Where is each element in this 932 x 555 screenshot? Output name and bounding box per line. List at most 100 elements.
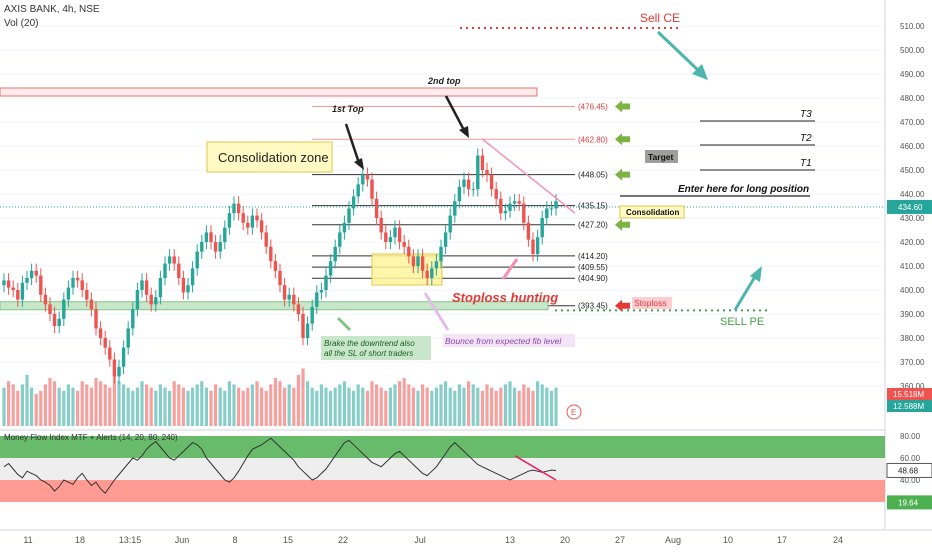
consolidation-zone-label: Consolidation zone <box>218 150 329 165</box>
volume-bar <box>444 381 448 426</box>
candle-body <box>379 218 383 233</box>
candle-body <box>278 270 282 286</box>
bounce-label: Bounce from expected fib level <box>445 336 562 346</box>
sell-pe-label: SELL PE <box>720 316 764 328</box>
volume-bar <box>108 387 112 426</box>
time-axis-label: 10 <box>723 535 733 545</box>
target-line-label: T1 <box>800 158 812 169</box>
volume-bar <box>379 387 383 426</box>
price-tick-label: 500.00 <box>900 46 925 55</box>
candle-body <box>535 237 540 254</box>
candle-body <box>236 203 241 214</box>
volume-bar <box>375 384 379 426</box>
time-axis-label: 13:15 <box>119 535 142 545</box>
mfi-value-badge <box>886 462 932 478</box>
mfi-upper-zone <box>0 436 885 458</box>
volume-bar <box>384 390 388 426</box>
candle-body <box>163 263 167 278</box>
time-axis-label: Jul <box>414 535 426 545</box>
candle-body <box>342 222 347 233</box>
candle-body <box>549 208 554 210</box>
volume-bar <box>411 387 415 426</box>
candle-body <box>232 203 236 214</box>
mfi-lower-zone <box>0 480 885 502</box>
candle-body <box>301 314 305 338</box>
candle-body <box>310 306 314 324</box>
volume-bar <box>214 384 218 426</box>
volume-bar <box>329 390 333 426</box>
volume-bar <box>352 390 356 426</box>
volume-bar <box>494 390 498 426</box>
volume-bar <box>11 384 15 426</box>
candle-body <box>287 294 291 300</box>
candle-body <box>39 275 43 295</box>
candle-body <box>126 328 130 348</box>
enter-long-label: Enter here for long position <box>678 184 809 195</box>
candle-body <box>393 227 397 238</box>
price-tick-label: 420.00 <box>900 238 925 247</box>
candle-body <box>347 208 351 223</box>
candle-body <box>98 328 103 338</box>
time-axis-label: 27 <box>615 535 625 545</box>
level-label: (462.80) <box>578 135 608 144</box>
volume-bar <box>103 384 107 426</box>
time-axis-label: 24 <box>833 535 843 545</box>
chart-title: AXIS BANK, 4h, NSE <box>4 4 100 15</box>
volume-bar <box>453 390 457 426</box>
candle-body <box>494 189 498 199</box>
mfi-scale-tick: 40.00 <box>900 476 921 485</box>
candle-body <box>112 359 117 377</box>
stoploss-tag-label: Stoploss <box>634 298 667 308</box>
candle-body <box>439 246 443 262</box>
stoploss-tag-box <box>632 297 672 309</box>
volume-bar <box>536 381 540 426</box>
candle-body <box>218 242 222 252</box>
trendline <box>481 138 576 214</box>
mfi-indicator-label: Money Flow Index MTF + Alerts (14, 20, 8… <box>4 433 178 442</box>
candle-body <box>103 338 107 348</box>
mfi-secondary-label: 19.64 <box>898 498 919 507</box>
volume-bar <box>34 394 38 426</box>
volume-bar <box>126 387 130 426</box>
level-label: (393.45) <box>578 302 608 311</box>
candle-body <box>319 290 324 293</box>
volume-bar <box>117 381 121 426</box>
candle-body <box>172 256 176 264</box>
volume-bar <box>338 384 342 426</box>
price-tick-label: 480.00 <box>900 94 925 103</box>
breakdown-label-box <box>321 336 431 360</box>
candle-body <box>250 215 255 228</box>
volume-bar <box>549 390 553 426</box>
volume-bar <box>407 384 411 426</box>
time-axis-label: 13 <box>505 535 515 545</box>
mfi-scale-tick: 60.00 <box>900 454 921 463</box>
candle-body <box>57 318 61 326</box>
candle-body <box>48 304 52 314</box>
volume-bar <box>283 387 287 426</box>
time-axis-label: 18 <box>75 535 85 545</box>
volume-value-label: 12.588M <box>893 402 924 411</box>
volume-bar <box>273 378 277 426</box>
sell-ce-label: Sell CE <box>640 11 680 25</box>
price-tick-label: 460.00 <box>900 142 925 151</box>
candle-body <box>62 299 66 319</box>
candle-body <box>121 347 126 367</box>
candle-body <box>144 280 149 295</box>
volume-bar <box>365 390 369 426</box>
volume-bar <box>264 390 268 426</box>
mfi-value-label: 48.68 <box>898 466 919 475</box>
volume-badge <box>887 388 932 400</box>
candle-body <box>411 256 416 266</box>
candle-body <box>89 299 94 310</box>
candle-body <box>540 218 544 238</box>
level-pointer-arrow <box>615 218 630 231</box>
candle-body <box>66 287 71 300</box>
level-label: (404.90) <box>578 274 608 283</box>
volume-bar <box>402 378 406 426</box>
candle-body <box>512 201 517 204</box>
volume-bar <box>149 387 153 426</box>
candle-body <box>384 232 388 242</box>
volume-bar <box>315 390 319 426</box>
